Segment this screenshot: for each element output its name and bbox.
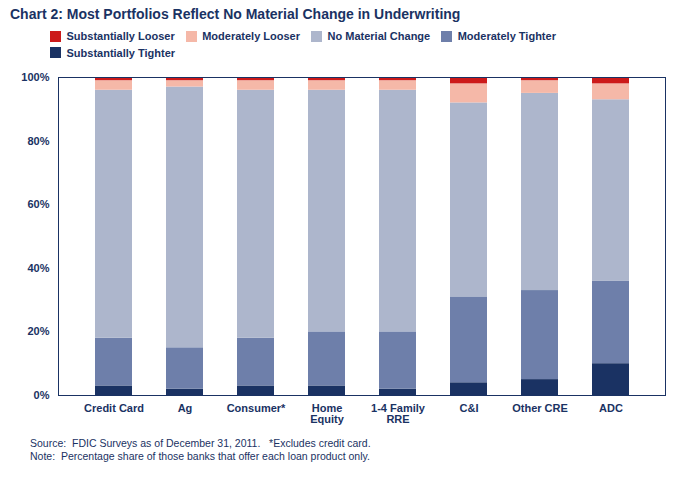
svg-text:20%: 20% [27,325,49,337]
svg-text:0%: 0% [34,389,50,401]
html-text:Chart 2: Most Portfolios Refle: Chart 2: Most Portfolios Reflect No Mate… [10,6,461,22]
html-text:Substantially Tighter: Substantially Tighter [66,46,176,59]
html-text:Substantially Looser: Substantially Looser [66,30,175,43]
html-text:No Material Change: No Material Change [327,30,431,43]
svg-text:100%: 100% [21,71,49,83]
svg-text:40%: 40% [27,261,49,273]
html-text:Source: FDIC Surveys as of Dec: Source: FDIC Surveys as of December 31, … [30,436,371,463]
svg-text:1-4 FamilyRRE: 1-4 FamilyRRE [371,402,426,425]
svg-text:60%: 60% [27,198,49,210]
svg-text:Other CRE: Other CRE [512,402,568,414]
html-text:Moderately Tighter: Moderately Tighter [457,30,556,43]
svg-text:ADC: ADC [599,402,623,414]
svg-text:Consumer*: Consumer* [227,402,286,414]
svg-text:80%: 80% [27,134,49,146]
svg-text:HomeEquity: HomeEquity [310,402,344,425]
svg-text:Ag: Ag [178,402,193,414]
html-text:Moderately Looser: Moderately Looser [202,30,300,43]
svg-text:C&I: C&I [460,402,479,414]
svg-text:Credit Card: Credit Card [84,402,144,414]
